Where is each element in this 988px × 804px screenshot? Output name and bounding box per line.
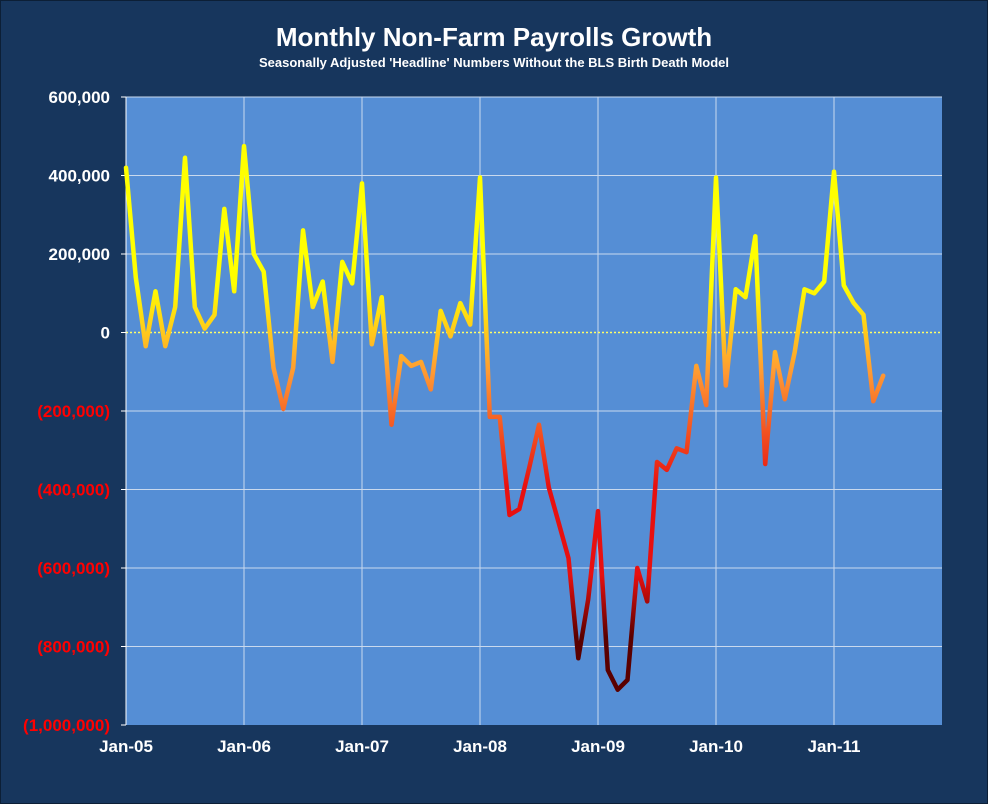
y-axis-ticks [121, 96, 126, 726]
x-tick-label: Jan-10 [689, 737, 743, 756]
x-tick-label: Jan-11 [808, 737, 861, 756]
y-axis-tick-labels: 600,000 400,000 200,000 0 (200,000) (400,000)… [23, 88, 110, 735]
y-tick-label: (1,000,000) [23, 716, 110, 735]
chart-title: Monthly Non-Farm Payrolls Growth [275, 22, 713, 52]
y-tick-label: (600,000) [37, 559, 110, 578]
y-tick-label: 200,000 [49, 245, 110, 264]
x-tick-label: Jan-05 [99, 737, 153, 756]
y-tick-label: 0 [101, 324, 110, 343]
y-tick-label: 400,000 [49, 167, 110, 186]
x-tick-label: Jan-09 [571, 737, 625, 756]
x-tick-label: Jan-06 [217, 737, 271, 756]
x-tick-label: Jan-08 [453, 737, 507, 756]
chart-subtitle: Seasonally Adjusted 'Headline' Numbers W… [258, 55, 730, 70]
y-tick-label: (800,000) [37, 638, 110, 657]
y-tick-label: (200,000) [37, 402, 110, 421]
series-line [123, 143, 886, 692]
y-tick-label: 600,000 [49, 88, 110, 107]
x-tick-label: Jan-07 [335, 737, 389, 756]
x-axis-tick-labels: Jan-05 Jan-06 Jan-07 Jan-08 Jan-09 Jan-10 Jan-… [99, 737, 860, 756]
horizontal-gridlines [126, 96, 942, 647]
y-tick-label: (400,000) [37, 481, 110, 500]
